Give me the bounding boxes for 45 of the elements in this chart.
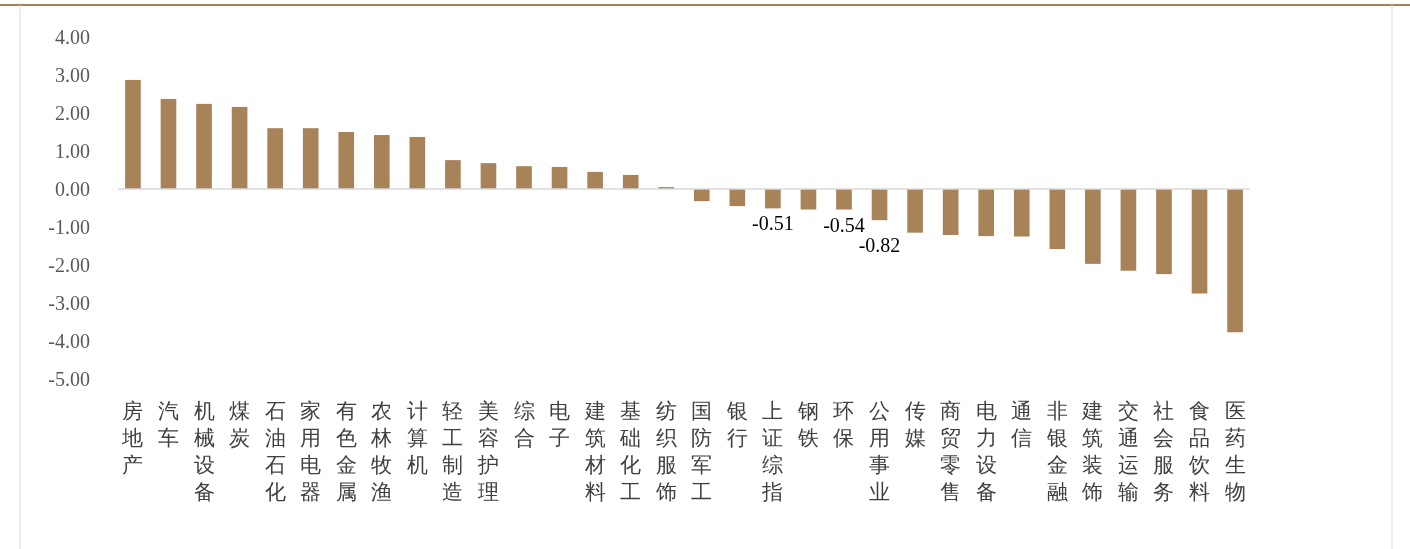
x-tick-label: 国防军工 <box>691 399 713 504</box>
x-tick-label: 基础化工 <box>619 399 642 504</box>
x-tick-label: 煤炭 <box>229 399 251 450</box>
x-tick-label: 公用事业 <box>869 399 891 504</box>
x-tick-label: 商贸零售 <box>940 399 962 504</box>
x-tick-label: 机械设备 <box>193 399 215 504</box>
x-tick-label: 钢铁 <box>796 399 819 450</box>
x-tick-label: 汽车 <box>157 399 179 450</box>
x-tick-label: 上证综指 <box>761 399 784 504</box>
y-tick-label: 1.00 <box>55 140 90 162</box>
x-tick-label: 非银金融 <box>1045 399 1068 504</box>
x-tick-label: 银行 <box>725 399 748 450</box>
y-tick-label: -4.00 <box>48 330 90 352</box>
x-tick-label: 建筑装饰 <box>1081 399 1104 504</box>
x-tick-label: 纺织服饰 <box>654 399 677 504</box>
x-tick-label: 环保 <box>833 399 855 450</box>
x-tick-label: 轻工制造 <box>442 399 464 504</box>
x-tick-label: 医药生物 <box>1224 399 1246 504</box>
data-label: -0.51 <box>752 212 794 235</box>
data-label: -0.82 <box>858 233 901 256</box>
y-tick-label: 4.00 <box>55 26 90 48</box>
y-tick-label: -3.00 <box>48 292 90 314</box>
x-tick-label: 计算机 <box>406 399 428 477</box>
x-tick-label: 石油石化 <box>264 399 286 504</box>
x-tick-label: 房地产 <box>121 399 144 477</box>
y-tick-label: 3.00 <box>55 64 90 86</box>
x-tick-label: 电力设备 <box>975 399 997 504</box>
x-tick-label: 社会服务 <box>1153 399 1175 504</box>
x-tick-label: 通信 <box>1011 399 1033 450</box>
x-tick-label: 交通运输 <box>1117 399 1139 504</box>
x-tick-label: 农林牧渔 <box>370 399 393 504</box>
x-tick-label: 家用电器 <box>300 399 322 504</box>
y-tick-label: 0.00 <box>55 178 90 200</box>
y-tick-label: -2.00 <box>48 254 90 276</box>
x-tick-label: 电子 <box>549 399 571 450</box>
x-tick-label: 建筑材料 <box>583 399 606 504</box>
y-tick-label: 2.00 <box>55 102 90 124</box>
y-tick-label: -5.00 <box>48 368 90 390</box>
x-tick-label: 食品饮料 <box>1188 399 1211 504</box>
x-tick-label: 传媒 <box>904 399 926 450</box>
y-tick-label: -1.00 <box>48 216 90 238</box>
x-tick-label: 综合 <box>513 399 535 450</box>
data-label: -0.54 <box>823 213 865 236</box>
x-tick-label: 有色金属 <box>335 399 357 504</box>
x-tick-label: 美容护理 <box>476 399 499 504</box>
